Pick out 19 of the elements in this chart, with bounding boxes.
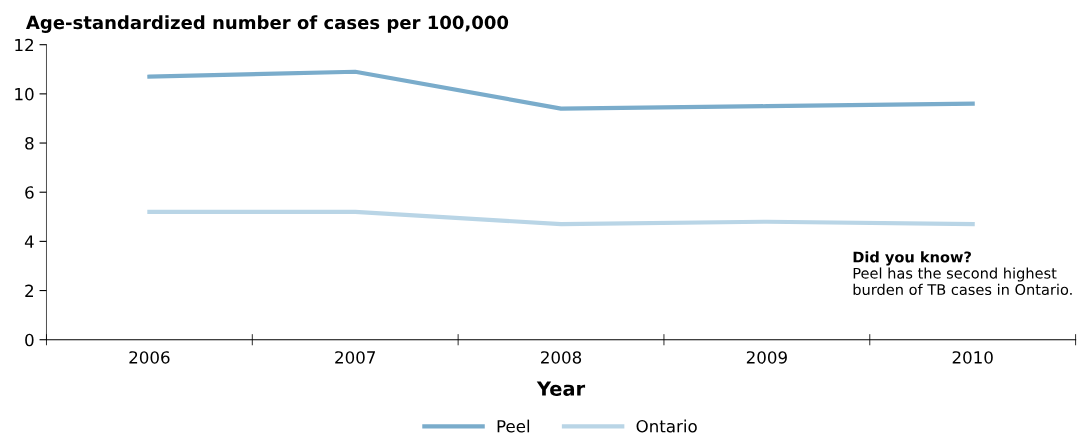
y-tick-label: 10 xyxy=(15,87,34,101)
legend-label: Ontario xyxy=(636,419,697,433)
y-tick-label: 12 xyxy=(15,38,34,52)
y-tick-label: 2 xyxy=(25,284,34,297)
line-series xyxy=(147,69,975,111)
annotation: Did you know? xyxy=(853,251,971,266)
y-tick-label: 8 xyxy=(25,137,34,150)
y-tick-label: 6 xyxy=(25,186,34,199)
annotation: Peel has the second highest burden of TB cases in Ontario. xyxy=(853,267,1072,296)
x-tick-label: 2010 xyxy=(952,351,993,364)
x-tick-label: 2007 xyxy=(335,351,375,364)
x-axis-title: Year xyxy=(536,381,586,396)
legend-label: Peel xyxy=(497,419,530,433)
y-tick-label: 4 xyxy=(24,235,34,248)
x-tick-label: 2009 xyxy=(746,351,787,364)
x-tick-label: 2006 xyxy=(129,351,170,364)
y-tick-label: 0 xyxy=(25,333,34,347)
x-tick-label: 2008 xyxy=(541,351,582,364)
y-axis-title: Age-standardized number of cases per 100,000 xyxy=(25,15,509,33)
